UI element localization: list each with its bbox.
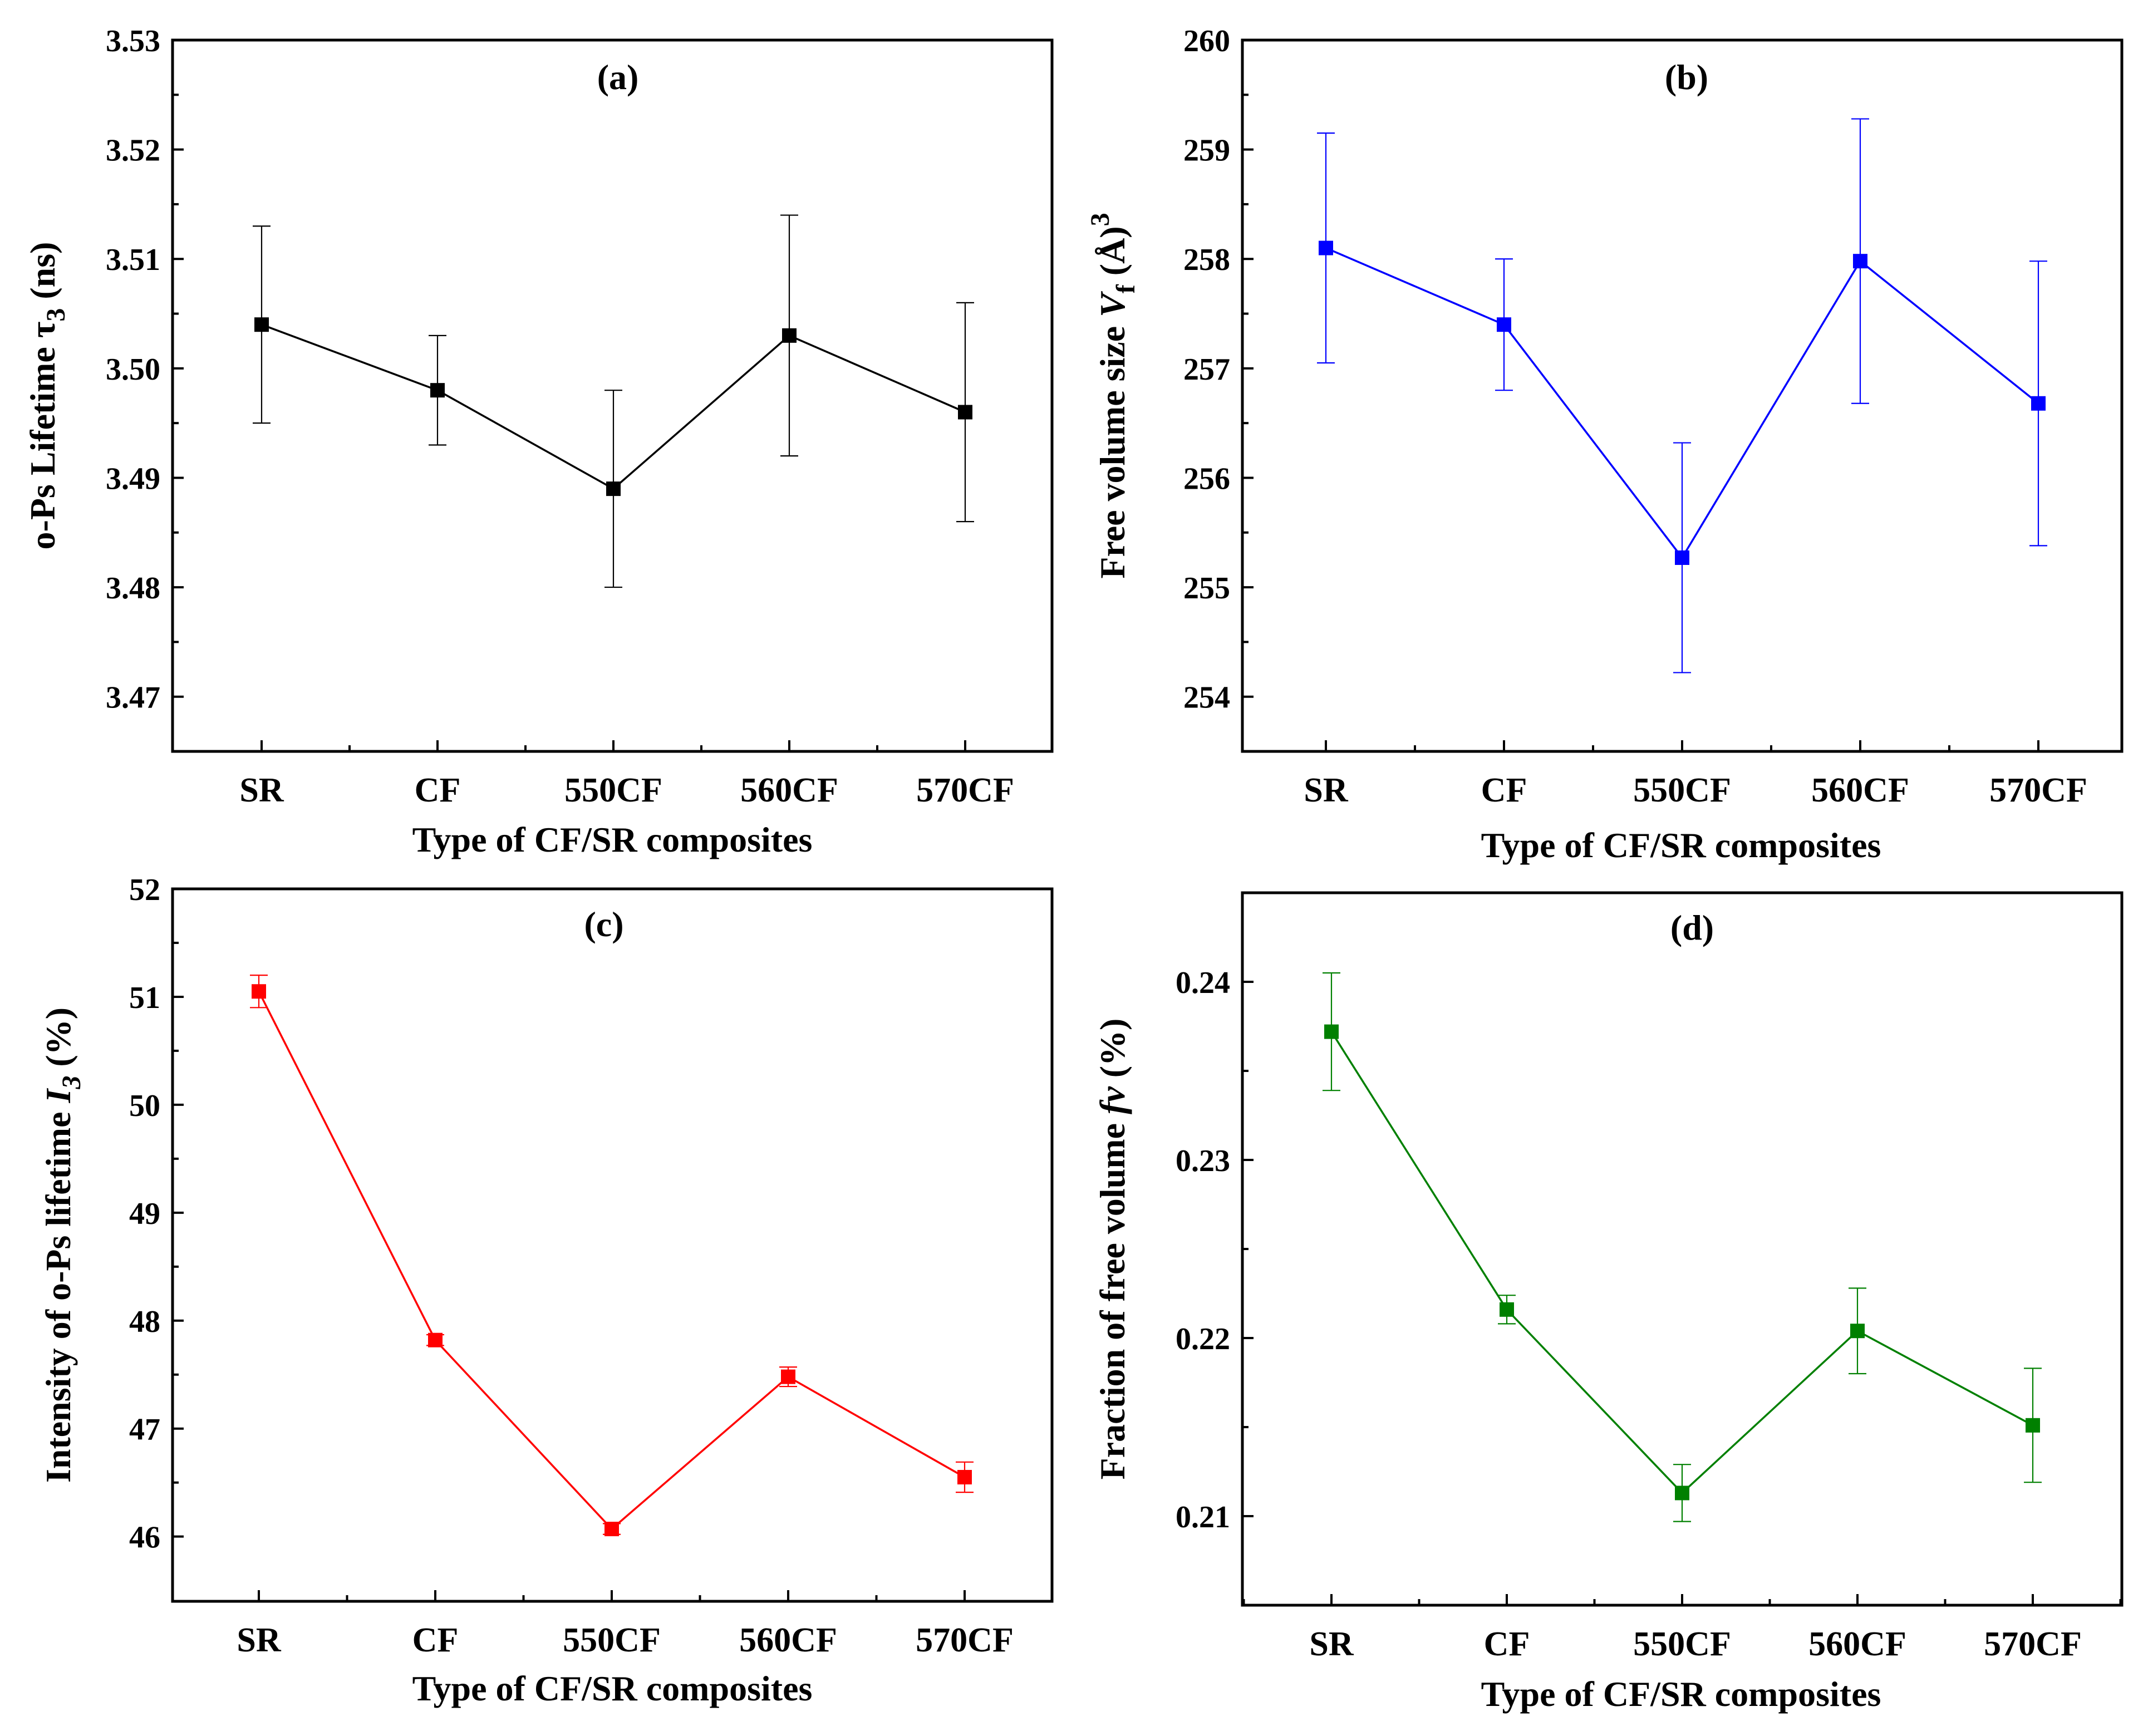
- y-tick-label: 258: [1183, 243, 1230, 277]
- x-tick-label: 550CF: [1633, 1625, 1731, 1663]
- x-tick-label: SR: [239, 771, 284, 809]
- y-tick-label: 259: [1183, 134, 1230, 168]
- x-tick-label: 560CF: [1811, 771, 1909, 809]
- panel-a-ylabel: o-Ps Lifetime τ3 (ns): [23, 242, 71, 550]
- x-tick-label: SR: [1309, 1625, 1354, 1663]
- x-tick-label: SR: [1304, 771, 1348, 809]
- panel-d-ylabel: Fraction of free volume fv (%): [1093, 1019, 1132, 1480]
- x-tick-label: 570CF: [916, 1621, 1014, 1659]
- y-tick-label: 47: [129, 1413, 160, 1447]
- x-tick-label: 570CF: [1984, 1625, 2082, 1663]
- data-point: [2031, 396, 2046, 411]
- x-tick-label: SR: [237, 1621, 281, 1659]
- x-tick-label: 570CF: [1989, 771, 2087, 809]
- y-tick-label: 0.24: [1176, 966, 1230, 1000]
- series-line: [1330, 1031, 2033, 1494]
- x-tick-label: 570CF: [916, 771, 1014, 809]
- data-point: [958, 405, 972, 420]
- data-point: [604, 1522, 619, 1537]
- data-point: [428, 1332, 443, 1348]
- y-tick-label: 3.53: [106, 24, 160, 58]
- y-tick-label: 49: [129, 1197, 160, 1231]
- data-point: [1497, 317, 1511, 332]
- x-tick-label: CF: [1481, 771, 1527, 809]
- y-tick-label: 3.52: [106, 134, 160, 168]
- y-tick-label: 3.48: [106, 571, 160, 606]
- y-tick-label: 3.50: [106, 352, 160, 387]
- y-tick-label: 46: [129, 1521, 160, 1555]
- series-line: [258, 991, 965, 1531]
- y-tick-label: 3.51: [106, 243, 160, 277]
- panel-c-xlabel: Type of CF/SR composites: [412, 1669, 813, 1708]
- panel-b-xlabel: Type of CF/SR composites: [1481, 825, 1881, 865]
- data-point: [1319, 240, 1333, 255]
- panel-c-frame: [171, 887, 1054, 1603]
- y-tick-label: 254: [1183, 681, 1230, 715]
- x-tick-label: 550CF: [564, 771, 662, 809]
- y-tick-label: 260: [1183, 24, 1230, 58]
- y-tick-label: 3.49: [106, 461, 160, 496]
- data-point: [1675, 550, 1689, 565]
- panel-a: (a) Type of CF/SR composites o-Ps Lifeti…: [23, 24, 1054, 859]
- x-tick-label: 560CF: [740, 771, 838, 809]
- data-point: [252, 984, 266, 999]
- data-point: [782, 328, 797, 343]
- y-tick-label: 0.23: [1176, 1144, 1230, 1178]
- panel-c-label: (c): [584, 904, 623, 944]
- x-tick-label: 560CF: [1808, 1625, 1906, 1663]
- panel-d-xlabel: Type of CF/SR composites: [1481, 1674, 1881, 1714]
- panel-b-ylabel: Free volume size Vf (Å)3: [1085, 213, 1141, 578]
- panel-a-label: (a): [597, 57, 639, 97]
- data-point: [957, 1469, 972, 1484]
- x-tick-label: CF: [412, 1621, 459, 1659]
- panel-d: (d) Type of CF/SR composites Fraction of…: [1093, 891, 2124, 1714]
- data-point: [1500, 1302, 1514, 1317]
- y-tick-label: 51: [129, 981, 160, 1015]
- data-point: [781, 1369, 795, 1384]
- data-point: [606, 481, 621, 496]
- panel-c-ylabel: Intensity of o-Ps lifetime I3 (%): [38, 1007, 86, 1483]
- y-tick-label: 0.22: [1176, 1322, 1230, 1356]
- data-point: [430, 383, 445, 398]
- panel-a-frame: [171, 38, 1054, 753]
- y-tick-label: 257: [1183, 352, 1230, 387]
- x-tick-label: 550CF: [563, 1621, 661, 1659]
- y-tick-label: 3.47: [106, 681, 160, 715]
- y-tick-label: 52: [129, 873, 160, 907]
- y-tick-label: 50: [129, 1089, 160, 1123]
- x-tick-label: 550CF: [1633, 771, 1731, 809]
- panel-b: (b) Type of CF/SR composites Free volume…: [1085, 24, 2124, 865]
- data-point: [254, 317, 269, 332]
- x-tick-label: CF: [415, 771, 461, 809]
- data-point: [1675, 1486, 1689, 1501]
- panel-b-label: (b): [1665, 57, 1708, 97]
- y-tick-label: 255: [1183, 571, 1230, 606]
- panel-a-xlabel: Type of CF/SR composites: [412, 820, 813, 859]
- data-point: [1324, 1024, 1339, 1039]
- x-tick-label: 560CF: [739, 1621, 837, 1659]
- data-point: [1853, 254, 1867, 269]
- y-tick-label: 48: [129, 1305, 160, 1339]
- y-tick-label: 0.21: [1176, 1500, 1230, 1535]
- data-point: [1850, 1324, 1865, 1339]
- panel-d-label: (d): [1670, 908, 1714, 947]
- x-tick-label: CF: [1484, 1625, 1530, 1663]
- data-point: [2026, 1418, 2040, 1433]
- y-tick-label: 256: [1183, 461, 1230, 496]
- panel-c: (c) Type of CF/SR composites Intensity o…: [38, 873, 1054, 1708]
